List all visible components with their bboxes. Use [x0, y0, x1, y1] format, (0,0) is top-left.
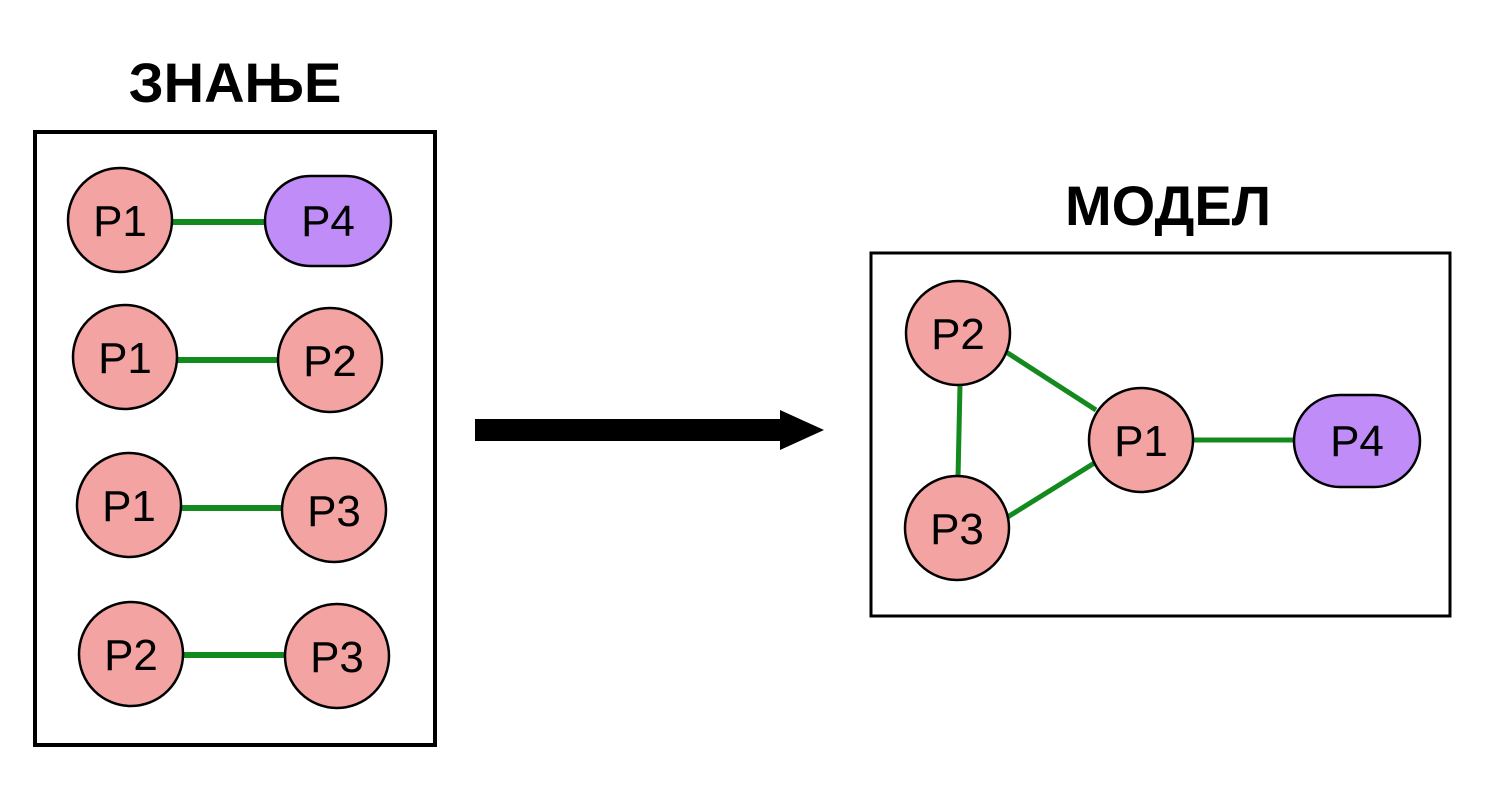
- knowledge-node-label: P1: [98, 334, 152, 383]
- knowledge-node-p4: [263, 174, 393, 268]
- model-node-p1: [1087, 386, 1195, 494]
- model-node-p3: [903, 474, 1011, 582]
- knowledge-node-p2: [276, 306, 384, 414]
- model-panel: МОДЕЛ P2 P3 P1 P4: [869, 174, 1452, 618]
- model-edge-p3-p1: [1004, 459, 1098, 521]
- knowledge-node-label: P3: [310, 633, 364, 682]
- model-node-label: P2: [931, 310, 985, 359]
- knowledge-node-label: P2: [104, 631, 158, 680]
- model-box: [869, 251, 1452, 618]
- model-edge-p2-p3: [955, 384, 963, 479]
- knowledge-node-label: P4: [301, 197, 355, 246]
- model-node-p4: [1292, 393, 1422, 489]
- knowledge-panel: ЗНАЊЕ P1 P4 P1 P2 P1 P3: [33, 51, 437, 747]
- knowledge-box: [33, 130, 437, 747]
- knowledge-node-p2: [77, 600, 185, 708]
- model-node-label: P3: [930, 505, 984, 554]
- knowledge-node-p1: [71, 303, 179, 411]
- knowledge-node-p1: [66, 166, 174, 274]
- model-edge-p2-p1: [1001, 347, 1098, 413]
- knowledge-node-label: P1: [93, 197, 147, 246]
- knowledge-node-label: P3: [307, 487, 361, 536]
- knowledge-pair-4: P2 P3: [77, 600, 391, 710]
- right-arrow-icon: [475, 410, 824, 450]
- knowledge-node-label: P1: [102, 482, 156, 531]
- knowledge-node-label: P2: [303, 337, 357, 386]
- model-node-label: P4: [1330, 417, 1384, 466]
- knowledge-pair-2: P1 P2: [71, 303, 384, 414]
- knowledge-pair-1: P1 P4: [66, 166, 393, 274]
- knowledge-node-p3: [283, 602, 391, 710]
- knowledge-node-p1: [75, 451, 183, 559]
- model-node-label: P1: [1114, 417, 1168, 466]
- knowledge-pair-3: P1 P3: [75, 451, 388, 564]
- knowledge-title: ЗНАЊЕ: [129, 51, 342, 114]
- model-title: МОДЕЛ: [1065, 174, 1271, 237]
- model-node-p2: [904, 279, 1012, 387]
- knowledge-node-p3: [280, 456, 388, 564]
